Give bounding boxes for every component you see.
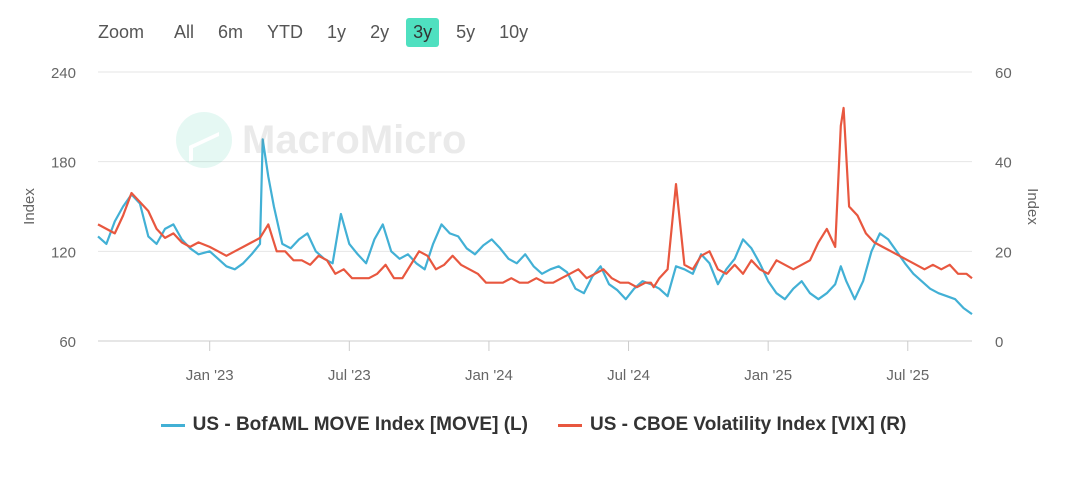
x-tick-label: Jan '24 bbox=[465, 367, 513, 384]
y-right-tick-label: 40 bbox=[995, 155, 1012, 172]
zoom-all-button[interactable]: All bbox=[174, 22, 195, 42]
legend: US - BofAML MOVE Index [MOVE] (L) US - C… bbox=[0, 414, 1067, 436]
legend-swatch-vix bbox=[557, 423, 582, 427]
y-right-tick-label: 60 bbox=[995, 65, 1012, 82]
macromicro-logo-icon bbox=[176, 112, 232, 168]
zoom-10y-button[interactable]: 10y bbox=[499, 22, 529, 42]
watermark: MacroMicro bbox=[176, 112, 467, 168]
legend-item-vix[interactable]: US - CBOE Volatility Index [VIX] (R) bbox=[557, 414, 907, 436]
series-line-move bbox=[97, 138, 973, 315]
y-left-tick-label: 180 bbox=[51, 155, 76, 172]
x-tick-label: Jan '23 bbox=[186, 367, 234, 384]
zoom-label: Zoom bbox=[98, 22, 145, 42]
watermark-text: MacroMicro bbox=[242, 117, 467, 162]
x-tick-label: Jul '24 bbox=[607, 367, 650, 384]
y-left-tick-label: 60 bbox=[59, 334, 76, 351]
zoom-3y-button[interactable]: 3y bbox=[406, 18, 440, 47]
y-right-axis-title: Index bbox=[1024, 188, 1041, 225]
legend-label-vix: US - CBOE Volatility Index [VIX] (R) bbox=[589, 414, 907, 435]
x-tick-label: Jul '23 bbox=[328, 367, 371, 384]
y-left-tick-label: 240 bbox=[51, 65, 76, 82]
zoom-5y-button[interactable]: 5y bbox=[456, 22, 476, 42]
legend-swatch-move bbox=[160, 423, 185, 427]
x-tick-label: Jan '25 bbox=[744, 367, 792, 384]
x-tick-label: Jul '25 bbox=[886, 367, 929, 384]
y-right-tick-label: 20 bbox=[995, 244, 1012, 261]
legend-label-move: US - BofAML MOVE Index [MOVE] (L) bbox=[192, 414, 528, 435]
zoom-1y-button[interactable]: 1y bbox=[327, 22, 347, 42]
zoom-6m-button[interactable]: 6m bbox=[218, 22, 244, 42]
y-left-axis-title: Index bbox=[21, 188, 38, 225]
legend-item-move[interactable]: US - BofAML MOVE Index [MOVE] (L) bbox=[160, 414, 528, 436]
zoom-2y-button[interactable]: 2y bbox=[370, 22, 390, 42]
zoom-ytd-button[interactable]: YTD bbox=[267, 22, 304, 42]
zoom-toolbar: Zoom All 6m YTD 1y 2y 3y 5y 10y bbox=[92, 18, 540, 47]
series-line-vix bbox=[97, 106, 973, 289]
y-left-tick-label: 120 bbox=[51, 244, 76, 261]
y-right-tick-label: 0 bbox=[995, 334, 1003, 351]
